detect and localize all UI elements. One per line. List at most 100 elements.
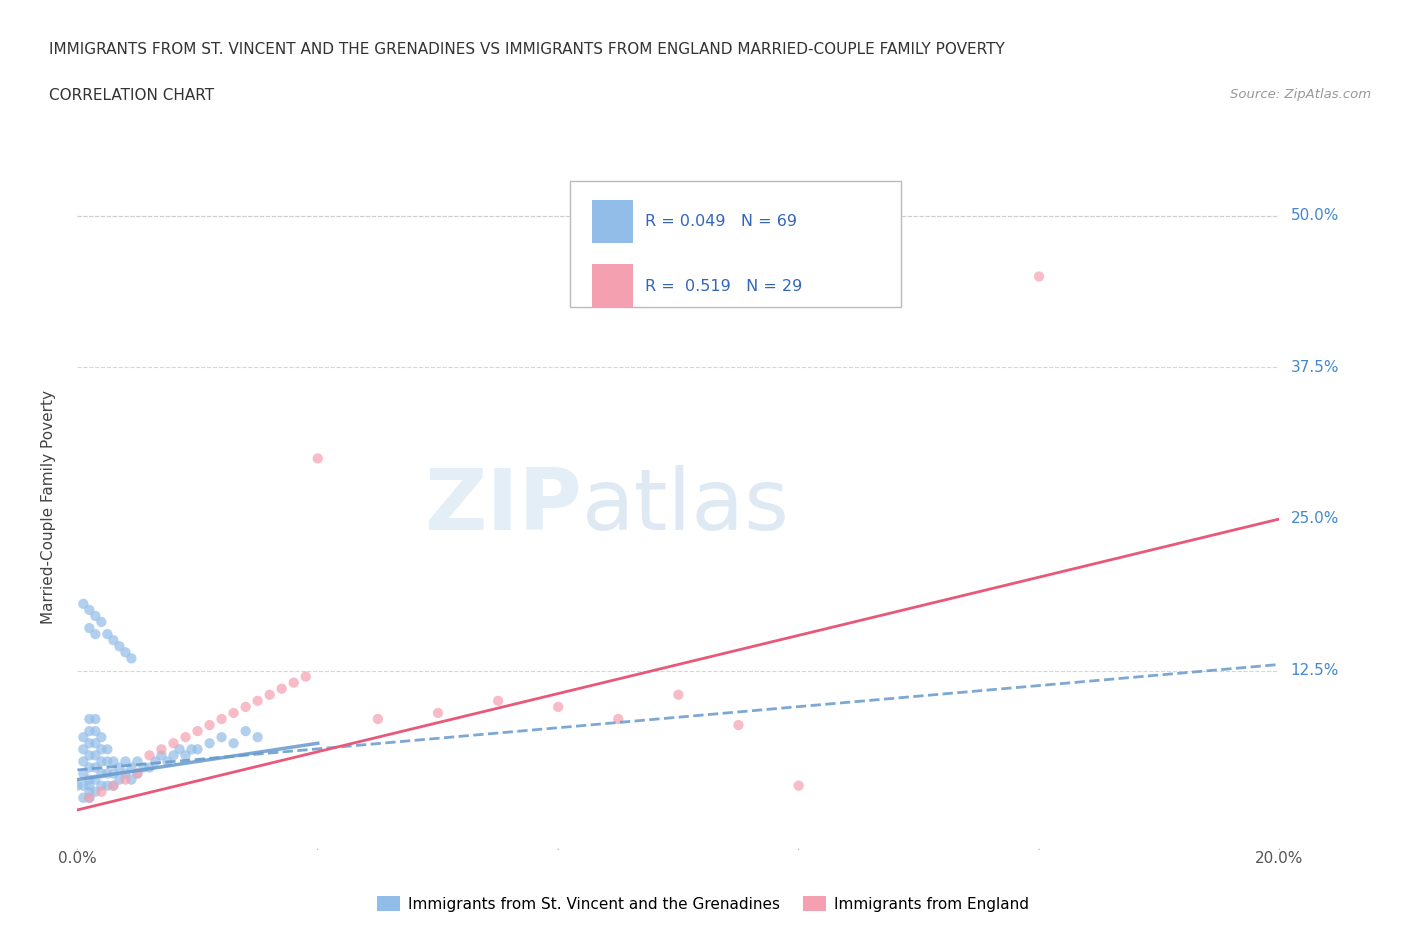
Point <box>668 687 690 702</box>
Point <box>162 748 184 763</box>
Point <box>84 748 107 763</box>
Point <box>72 790 94 805</box>
Point <box>90 778 112 793</box>
Point <box>127 766 149 781</box>
Point <box>108 639 131 654</box>
Point <box>72 730 94 745</box>
Point <box>787 778 810 793</box>
Text: 25.0%: 25.0% <box>1291 512 1339 526</box>
Text: R = 0.049   N = 69: R = 0.049 N = 69 <box>645 214 797 229</box>
Point <box>211 711 233 726</box>
Point <box>103 778 125 793</box>
Point <box>120 760 142 775</box>
Text: Source: ZipAtlas.com: Source: ZipAtlas.com <box>1230 88 1371 101</box>
Point <box>138 760 160 775</box>
Point <box>114 766 136 781</box>
Point <box>114 772 136 787</box>
Point <box>103 632 125 647</box>
Point <box>367 711 389 726</box>
Point <box>294 670 316 684</box>
Point <box>186 742 209 757</box>
Point <box>90 766 112 781</box>
Point <box>72 596 94 611</box>
Point <box>90 730 112 745</box>
Point <box>132 760 155 775</box>
Point <box>180 742 202 757</box>
Point <box>156 754 179 769</box>
Text: IMMIGRANTS FROM ST. VINCENT AND THE GRENADINES VS IMMIGRANTS FROM ENGLAND MARRIE: IMMIGRANTS FROM ST. VINCENT AND THE GREN… <box>49 42 1005 57</box>
FancyBboxPatch shape <box>571 181 901 307</box>
Point <box>103 754 125 769</box>
Point <box>427 706 450 721</box>
Point <box>174 748 197 763</box>
Point <box>222 736 245 751</box>
FancyBboxPatch shape <box>592 264 633 308</box>
Point <box>138 748 160 763</box>
Point <box>96 627 118 642</box>
Text: atlas: atlas <box>582 465 790 549</box>
Point <box>79 736 101 751</box>
Point <box>72 766 94 781</box>
Point <box>270 682 292 697</box>
Point <box>79 748 101 763</box>
Point <box>222 706 245 721</box>
Point <box>235 724 257 738</box>
Point <box>246 694 269 709</box>
Point <box>79 772 101 787</box>
Point <box>90 784 112 799</box>
Point <box>607 711 630 726</box>
Point <box>307 451 329 466</box>
Point <box>79 778 101 793</box>
Point <box>127 766 149 781</box>
Point <box>84 772 107 787</box>
Point <box>84 784 107 799</box>
Point <box>72 778 94 793</box>
Point <box>66 778 89 793</box>
Point <box>72 742 94 757</box>
Point <box>198 736 221 751</box>
Point <box>486 694 509 709</box>
Y-axis label: Married-Couple Family Poverty: Married-Couple Family Poverty <box>42 390 56 624</box>
Point <box>211 730 233 745</box>
Point <box>198 718 221 733</box>
Point <box>120 651 142 666</box>
Text: CORRELATION CHART: CORRELATION CHART <box>49 88 214 103</box>
Point <box>90 742 112 757</box>
Point <box>186 724 209 738</box>
Point <box>1028 269 1050 284</box>
Point <box>547 699 569 714</box>
Point <box>103 778 125 793</box>
Point <box>84 711 107 726</box>
Point <box>96 754 118 769</box>
Point <box>79 620 101 635</box>
Point <box>259 687 281 702</box>
Legend: Immigrants from St. Vincent and the Grenadines, Immigrants from England: Immigrants from St. Vincent and the Gren… <box>371 889 1035 918</box>
Point <box>150 748 173 763</box>
Point <box>84 736 107 751</box>
Point <box>169 742 191 757</box>
Point <box>96 766 118 781</box>
Point <box>108 772 131 787</box>
Point <box>79 760 101 775</box>
Point <box>174 730 197 745</box>
Point <box>103 766 125 781</box>
Text: 37.5%: 37.5% <box>1291 360 1339 375</box>
Point <box>162 736 184 751</box>
Point <box>90 615 112 630</box>
Text: 50.0%: 50.0% <box>1291 208 1339 223</box>
Point <box>79 790 101 805</box>
Point <box>114 754 136 769</box>
Point <box>246 730 269 745</box>
Point <box>108 760 131 775</box>
Point <box>727 718 749 733</box>
Point <box>84 724 107 738</box>
Point <box>84 627 107 642</box>
Text: 12.5%: 12.5% <box>1291 663 1339 678</box>
FancyBboxPatch shape <box>592 200 633 244</box>
Point <box>283 675 305 690</box>
Point <box>120 772 142 787</box>
Point <box>114 644 136 659</box>
Point <box>79 784 101 799</box>
Point <box>72 754 94 769</box>
Point <box>235 699 257 714</box>
